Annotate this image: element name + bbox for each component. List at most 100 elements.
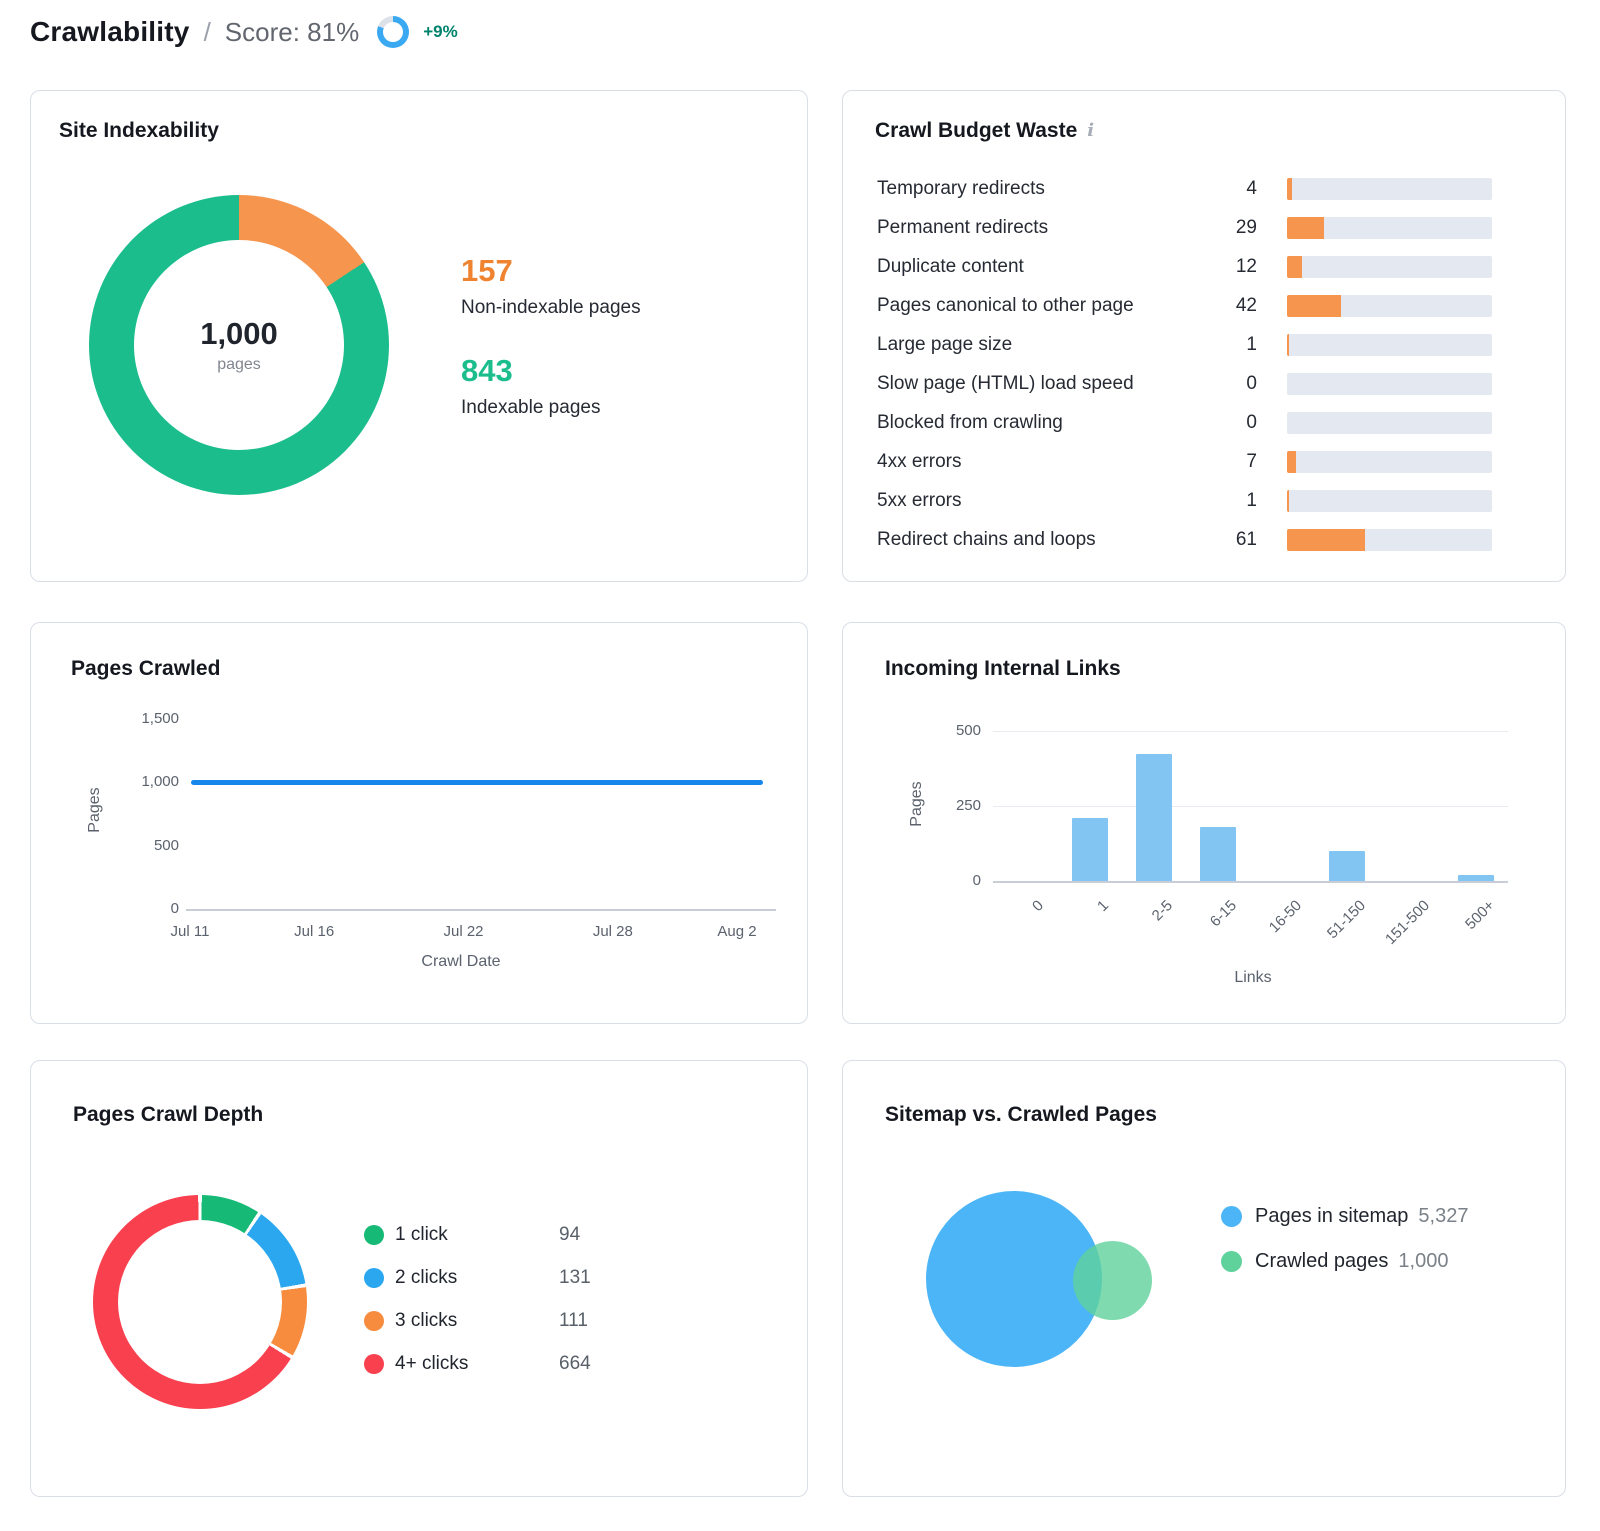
legend-label: 1 click	[395, 1223, 448, 1245]
crawled-legend-label: Crawled pages	[1255, 1250, 1389, 1272]
budget-waste-list: Temporary redirects 4 Permanent redirects 2…	[843, 169, 1565, 559]
x-axis-tick: Jul 11	[170, 923, 210, 940]
y-axis-tick: 250	[955, 797, 981, 814]
x-axis-tick: Jul 28	[592, 923, 633, 940]
legend-dot-icon	[364, 1310, 384, 1331]
budget-issue-count: 12	[1235, 255, 1257, 277]
y-axis-title: Pages	[908, 781, 925, 827]
legend-dot-icon	[364, 1267, 384, 1288]
budget-bar-fill	[1287, 255, 1303, 278]
budget-issue-count: 0	[1246, 372, 1257, 394]
bar-6-15	[1200, 827, 1237, 881]
budget-bar-fill	[1287, 216, 1325, 239]
indexable-stat[interactable]: 843 Indexable pages	[461, 353, 600, 419]
budget-waste-row[interactable]: Redirect chains and loops 61	[843, 520, 1565, 559]
y-axis-tick: 1,000	[141, 773, 179, 791]
card-title: Sitemap vs. Crawled Pages	[885, 1103, 1157, 1126]
budget-waste-row[interactable]: Slow page (HTML) load speed 0	[843, 364, 1565, 403]
budget-issue-count: 29	[1235, 216, 1257, 238]
budget-waste-row[interactable]: Large page size 1	[843, 325, 1565, 364]
budget-issue-label: Permanent redirects	[877, 216, 1049, 238]
legend-dot-icon	[364, 1353, 384, 1374]
crawled-legend-dot-icon	[1221, 1251, 1242, 1272]
y-axis-tick: 0	[972, 872, 981, 889]
budget-waste-row[interactable]: 5xx errors 1	[843, 481, 1565, 520]
budget-issue-count: 1	[1246, 333, 1257, 355]
legend-label: 4+ clicks	[395, 1352, 469, 1374]
indexable-label: Indexable pages	[461, 397, 601, 418]
bar-51-150	[1329, 851, 1366, 881]
budget-issue-label: 5xx errors	[877, 489, 962, 511]
card-pages-crawl-depth: Pages Crawl Depth 1 click 94 2 clicks 131 3 …	[30, 1060, 808, 1497]
gridline	[993, 806, 1508, 807]
budget-bar-track	[1287, 255, 1492, 278]
total-pages-unit: pages	[217, 356, 261, 373]
x-axis-line	[993, 881, 1508, 883]
budget-issue-label: Large page size	[877, 333, 1013, 355]
sitemap-legend-value: 5,327	[1418, 1205, 1469, 1227]
crawl-budget-waste-title: Crawl Budget Waste	[875, 119, 1078, 142]
venn-diagram	[843, 1061, 1565, 1496]
card-title: Site Indexability	[59, 119, 219, 142]
card-incoming-internal-links: Incoming Internal Links 0 250 500 0 1 2-5 6-1…	[842, 622, 1566, 1024]
card-title: Pages Crawl Depth	[73, 1103, 264, 1126]
y-axis-tick: 0	[170, 900, 179, 917]
budget-issue-label: Slow page (HTML) load speed	[877, 372, 1134, 394]
y-axis-tick: 1,500	[141, 710, 179, 727]
legend-label: 3 clicks	[395, 1309, 458, 1331]
budget-waste-row[interactable]: Blocked from crawling 0	[843, 403, 1565, 442]
legend-value: 94	[559, 1223, 581, 1245]
legend-row-crawled: Crawled pages 1,000	[1221, 1250, 1448, 1273]
x-axis-title: Crawl Date	[421, 953, 501, 970]
bar-1	[1071, 818, 1108, 881]
card-title: Pages Crawled	[71, 657, 221, 680]
budget-bar-track	[1287, 177, 1492, 200]
budget-waste-row[interactable]: Pages canonical to other page 42	[843, 286, 1565, 325]
budget-issue-count: 0	[1246, 411, 1257, 433]
budget-issue-count: 42	[1235, 294, 1257, 316]
card-crawl-budget-waste: Crawl Budget Waste i Temporary redirects 4…	[842, 90, 1566, 582]
y-axis-title: Pages	[86, 787, 103, 833]
card-title: Incoming Internal Links	[885, 657, 1121, 680]
bar-500+	[1457, 875, 1494, 881]
title-separator: /	[203, 16, 211, 47]
budget-bar-track	[1287, 294, 1492, 317]
budget-bar-fill	[1287, 528, 1366, 551]
legend-value: 131	[559, 1266, 591, 1288]
card-sitemap-vs-crawled: Sitemap vs. Crawled Pages Pages in sitem…	[842, 1060, 1566, 1497]
total-pages-value: 1,000	[200, 316, 278, 351]
budget-issue-count: 61	[1235, 528, 1257, 550]
x-axis-line	[186, 909, 776, 911]
budget-waste-row[interactable]: Temporary redirects 4	[843, 169, 1565, 208]
bar-2-5	[1135, 753, 1172, 881]
budget-bar-track	[1287, 450, 1492, 473]
non-indexable-stat[interactable]: 157 Non-indexable pages	[461, 253, 641, 319]
budget-bar-fill	[1287, 177, 1293, 200]
budget-waste-row[interactable]: Duplicate content 12	[843, 247, 1565, 286]
score-ring-hole	[383, 22, 404, 42]
card-pages-crawled: Pages Crawled 0 500 1,000 1,500 Jul 11 Jul 1…	[30, 622, 808, 1024]
budget-issue-label: Duplicate content	[877, 255, 1024, 277]
budget-bar-track	[1287, 372, 1492, 395]
sitemap-legend-label: Pages in sitemap	[1255, 1205, 1409, 1227]
budget-bar-fill	[1287, 489, 1289, 512]
budget-waste-row[interactable]: 4xx errors 7	[843, 442, 1565, 481]
budget-waste-row[interactable]: Permanent redirects 29	[843, 208, 1565, 247]
info-icon[interactable]: i	[1087, 120, 1095, 141]
x-axis-tick: Jul 22	[443, 923, 484, 940]
pages-crawled-line-series	[191, 780, 763, 786]
budget-bar-fill	[1287, 333, 1289, 356]
budget-issue-count: 4	[1246, 177, 1257, 199]
card-site-indexability: Site Indexability 1,000 pages 157 Non-in…	[30, 90, 808, 582]
x-axis-tick: Aug 2	[717, 923, 757, 940]
budget-bar-fill	[1287, 294, 1341, 317]
x-axis-tick: Jul 16	[294, 923, 335, 940]
donut-hole	[118, 1220, 282, 1384]
legend-label: 2 clicks	[395, 1266, 458, 1288]
budget-issue-label: Pages canonical to other page	[877, 294, 1134, 316]
crawl-depth-donut-chart	[93, 1195, 307, 1409]
budget-issue-count: 7	[1246, 450, 1257, 472]
y-axis-tick: 500	[955, 722, 981, 739]
budget-bar-fill	[1287, 450, 1296, 473]
page-title: Crawlability	[30, 16, 190, 47]
